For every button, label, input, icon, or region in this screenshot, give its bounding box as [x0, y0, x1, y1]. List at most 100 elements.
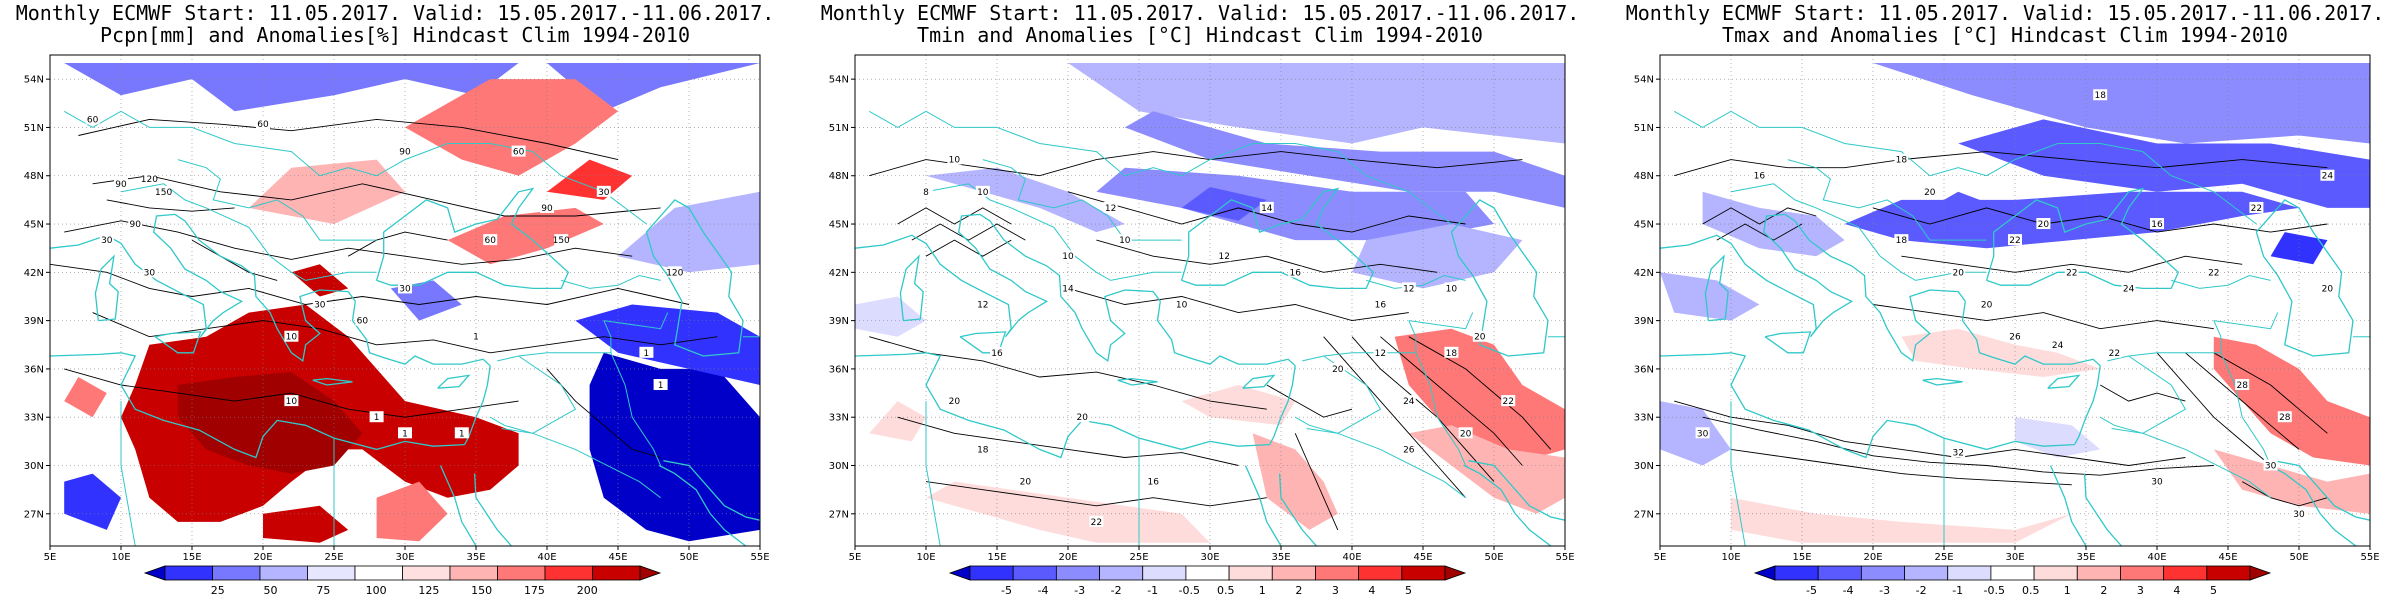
- colorbar-label: 75: [316, 584, 330, 597]
- contour-label-bg: [2150, 475, 2164, 487]
- colorbar-label: 0.5: [2022, 584, 2040, 597]
- contour-label-bg: [1951, 446, 1966, 458]
- contour-label: 14: [1261, 204, 1273, 214]
- contour-label-bg: [653, 379, 668, 391]
- contour-line: [1730, 448, 2072, 486]
- colorbar-label: 5: [1405, 584, 1412, 597]
- country-border: [610, 352, 662, 466]
- coastline: [437, 374, 471, 389]
- country-border: [63, 110, 647, 225]
- lat-label: 54N: [1634, 75, 1654, 86]
- contour-label: 16: [1754, 172, 1766, 182]
- contour-label: 22: [2109, 349, 2120, 359]
- colorbar-arrow-low: [1753, 565, 1776, 581]
- contour-label: 150: [553, 236, 570, 246]
- panel-tmax: Monthly ECMWF Start: 11.05.2017. Valid: …: [1610, 0, 2400, 600]
- contour-line: [64, 220, 633, 265]
- lat-label: 30N: [24, 461, 44, 472]
- contour-label: 12: [1403, 284, 1414, 294]
- lon-label: 45E: [2218, 552, 2237, 563]
- contour-label: 20: [2322, 284, 2334, 294]
- colorbar: -5 -4 -3 -2 -1 -0.5 0.5 1 2 3 4 5: [1753, 565, 2272, 597]
- colorbar-swatch: [1990, 565, 2035, 581]
- lon-label: 20E: [1863, 552, 1882, 563]
- contour-label-bg: [1061, 282, 1075, 294]
- colorbar-arrow-high: [2249, 565, 2272, 581]
- contour-label-bg: [947, 153, 962, 165]
- colorbar: 25 50 75 100 125 150 175 200: [143, 565, 662, 597]
- contour-label: 90: [399, 148, 411, 158]
- colorbar-swatch: [1860, 565, 1905, 581]
- contour-line: [1702, 416, 2214, 476]
- contour-line: [1872, 207, 2328, 233]
- contour-label: 16: [1289, 268, 1301, 278]
- lon-label: 15E: [987, 552, 1006, 563]
- colorbar-swatch: [307, 565, 356, 581]
- contour-label-bg: [947, 395, 962, 407]
- lon-label: 5E: [44, 552, 57, 563]
- coastline: [658, 464, 747, 546]
- anomaly-area: [926, 167, 1125, 233]
- panel-title-line1: Monthly ECMWF Start: 11.05.2017. Valid: …: [820, 1, 1580, 25]
- anomaly-area: [1901, 328, 2101, 377]
- lat-label: 27N: [24, 509, 44, 520]
- contour-label: 16: [2151, 220, 2163, 230]
- contour-label: 14: [1062, 284, 1074, 294]
- coastline: [1468, 460, 1565, 521]
- contour-label: 10: [1446, 284, 1458, 294]
- contour-label-bg: [540, 201, 554, 213]
- anomaly-area: [575, 304, 760, 385]
- contour-label-bg: [128, 218, 143, 230]
- contour-line: [78, 118, 619, 161]
- contour-line: [2156, 352, 2271, 466]
- colorbar-swatch: [1271, 565, 1316, 581]
- contour-label-bg: [1373, 298, 1388, 310]
- contour-line: [347, 231, 448, 257]
- colorbar-label: 200: [577, 584, 598, 597]
- anomaly-area: [869, 401, 926, 442]
- lat-label: 36N: [24, 364, 44, 375]
- contour-label-bg: [398, 282, 412, 294]
- country-border: [925, 401, 941, 546]
- lon-label: 50E: [2289, 552, 2308, 563]
- lat-label: 42N: [1634, 268, 1654, 279]
- anomaly-area: [589, 352, 760, 542]
- colorbar-label: 100: [366, 584, 387, 597]
- colorbar-label: 125: [418, 584, 439, 597]
- colorbar-swatch: [2206, 565, 2251, 581]
- anomaly-area: [291, 264, 349, 297]
- contour-label-bg: [1401, 443, 1416, 455]
- coastline: [959, 331, 1007, 354]
- anomaly-area: [855, 296, 926, 337]
- contour-line: [897, 416, 1239, 466]
- contour-label-bg: [398, 145, 412, 157]
- lon-label: 25E: [1129, 552, 1148, 563]
- colorbar-label: 1: [2064, 584, 2071, 597]
- coastline: [855, 213, 1049, 338]
- colorbar-swatch: [354, 565, 403, 581]
- contour-label: 30: [1697, 429, 1709, 439]
- contour-label-bg: [975, 185, 990, 197]
- anomaly-area: [1252, 433, 1338, 530]
- country-border: [489, 355, 577, 434]
- contour-label: 20: [1460, 429, 1472, 439]
- coastline: [1180, 187, 1375, 290]
- contour-label-bg: [2036, 218, 2051, 230]
- colorbar-swatch: [1315, 565, 1360, 581]
- coastline: [1156, 301, 1296, 367]
- country-border: [120, 401, 136, 546]
- contour-label-bg: [596, 185, 611, 197]
- contour-label-bg: [469, 330, 483, 342]
- lon-label: 5E: [1654, 552, 1667, 563]
- contour-label-bg: [1401, 395, 1416, 407]
- contour-label-bg: [1472, 330, 1487, 342]
- lat-label: 33N: [24, 413, 44, 424]
- anomaly-area: [1958, 119, 2370, 208]
- coastline: [1704, 254, 1729, 322]
- contour-label-bg: [1217, 250, 1232, 262]
- lat-label: 42N: [24, 268, 44, 279]
- country-border: [561, 274, 661, 289]
- colorbar-arrow-high: [1444, 565, 1467, 581]
- contour-label: 18: [1446, 349, 1458, 359]
